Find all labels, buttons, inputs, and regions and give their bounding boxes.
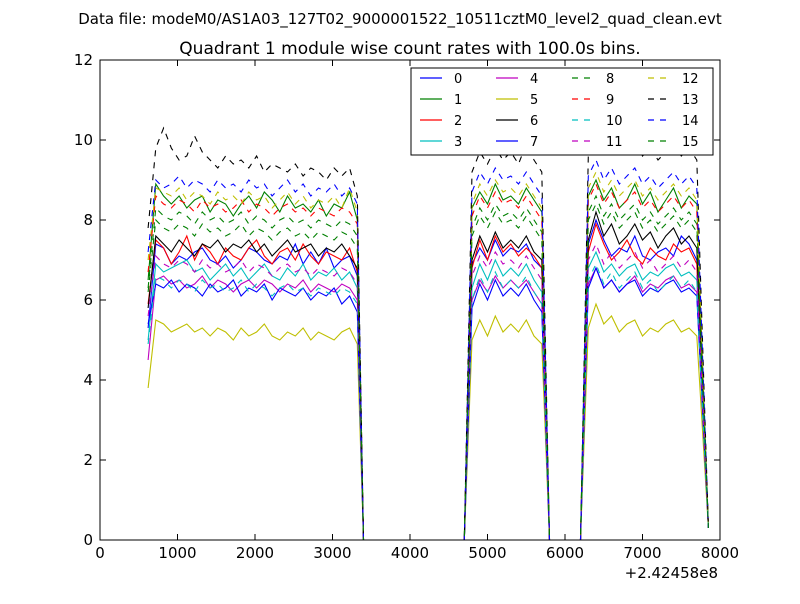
series-line-5 [147, 302, 709, 540]
series-line-10 [147, 262, 709, 540]
legend-label-3: 3 [454, 135, 462, 150]
legend-label-14: 14 [682, 114, 699, 129]
series-line-1 [147, 178, 709, 540]
legend-label-15: 15 [682, 135, 699, 150]
y-tick-label: 4 [83, 371, 93, 389]
series-line-2 [147, 222, 709, 540]
x-tick-label: 5000 [468, 544, 506, 562]
x-tick-label: 1000 [158, 544, 196, 562]
series-group [147, 126, 709, 540]
legend-label-10: 10 [606, 114, 623, 129]
legend-label-12: 12 [682, 72, 699, 87]
series-line-15 [147, 202, 709, 540]
legend-label-9: 9 [606, 93, 614, 108]
legend-label-0: 0 [454, 72, 462, 87]
x-tick-label: 3000 [313, 544, 351, 562]
series-line-14 [147, 158, 709, 540]
legend-label-11: 11 [606, 135, 623, 150]
legend-label-6: 6 [530, 114, 538, 129]
legend-label-7: 7 [530, 135, 538, 150]
y-tick-label: 2 [83, 451, 93, 469]
y-tick-label: 6 [83, 291, 93, 309]
series-line-9 [147, 182, 709, 540]
x-offset-label: +2.42458e8 [625, 564, 718, 582]
series-line-13 [147, 126, 709, 540]
y-tick-label: 8 [83, 211, 93, 229]
series-line-7 [147, 266, 709, 540]
x-tick-label: 6000 [546, 544, 584, 562]
x-tick-label: 7000 [623, 544, 661, 562]
legend-label-5: 5 [530, 93, 538, 108]
x-tick-label: 4000 [391, 544, 429, 562]
suptitle: Data file: modeM0/AS1A03_127T02_90000015… [78, 10, 722, 29]
series-line-3 [147, 250, 709, 540]
series-line-4 [147, 266, 709, 540]
x-tick-label: 0 [95, 544, 105, 562]
y-tick-label: 0 [83, 531, 93, 549]
series-line-8 [147, 194, 709, 540]
x-tick-label: 8000 [701, 544, 739, 562]
series-line-12 [147, 170, 709, 540]
y-tick-label: 10 [74, 131, 93, 149]
chart-title: Quadrant 1 module wise count rates with … [179, 39, 640, 59]
legend-label-1: 1 [454, 93, 462, 108]
legend-label-4: 4 [530, 72, 538, 87]
x-tick-label: 2000 [236, 544, 274, 562]
legend-label-13: 13 [682, 93, 699, 108]
legend-label-2: 2 [454, 114, 462, 129]
series-line-0 [147, 218, 709, 540]
legend-label-8: 8 [606, 72, 614, 87]
ticks-group: 0 1000 2000 3000 4000 5000 6000 7000 80000246810… [74, 51, 739, 562]
series-line-6 [147, 210, 709, 540]
y-tick-label: 12 [74, 51, 93, 69]
